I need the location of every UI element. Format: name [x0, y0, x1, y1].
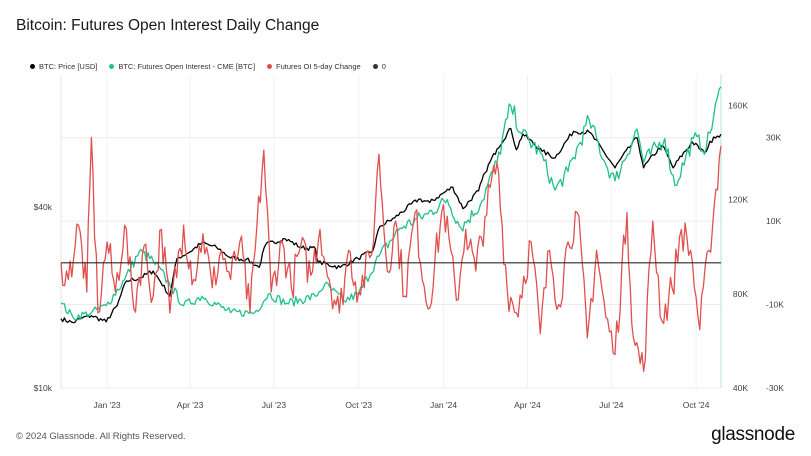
glassnode-logo: glassnode — [711, 424, 795, 445]
x-tick-label: Oct '24 — [683, 400, 710, 410]
series-line-mid — [60, 86, 722, 321]
chart-title: Bitcoin: Futures Open Interest Daily Cha… — [16, 17, 320, 34]
legend-item-open-interest[interactable]: BTC: Futures Open Interest - CME [BTC] — [109, 62, 255, 71]
x-tick-label: Jan '23 — [94, 400, 121, 410]
series-lines — [60, 86, 722, 372]
legend-item-oi-change[interactable]: Futures OI 5-day Change — [267, 62, 361, 71]
x-tick-label: Jan '24 — [430, 400, 457, 410]
y-mid-tick-label: 160K — [728, 101, 748, 111]
x-tick-label: Jul '24 — [599, 400, 624, 410]
legend-dot-icon — [372, 64, 378, 69]
legend-label: BTC: Futures Open Interest - CME [BTC] — [118, 62, 256, 71]
y-right-tick-label: -30K — [766, 383, 784, 393]
legend-label: Futures OI 5-day Change — [276, 62, 361, 71]
y-mid-tick-label: 120K — [728, 195, 748, 205]
legend-item-zero[interactable]: 0 — [372, 62, 386, 71]
y-right-tick-label: 30K — [766, 133, 781, 143]
chart-legend: BTC: Price [USD] BTC: Futures Open Inter… — [30, 62, 386, 71]
series-line-left — [60, 127, 722, 324]
x-tick-label: Apr '24 — [514, 400, 541, 410]
series-line-right — [60, 136, 722, 372]
legend-label: 0 — [381, 62, 386, 71]
y-right-tick-label: -10K — [766, 300, 784, 310]
x-tick-label: Oct '23 — [345, 400, 372, 410]
y-mid-tick-label: 40K — [733, 383, 748, 393]
footer-copyright: © 2024 Glassnode. All Rights Reserved. — [16, 431, 186, 442]
y-right-tick-label: 10K — [766, 216, 781, 226]
legend-dot-icon — [109, 64, 115, 69]
y-left-tick-label: $10k — [34, 383, 53, 393]
y-mid-tick-label: 80K — [733, 289, 748, 299]
y-left-tick-label: $40k — [34, 202, 53, 212]
legend-dot-icon — [267, 64, 273, 69]
x-tick-label: Jul '23 — [262, 400, 287, 410]
x-tick-label: Apr '23 — [177, 400, 204, 410]
legend-item-price[interactable]: BTC: Price [USD] — [30, 62, 97, 71]
legend-dot-icon — [30, 64, 35, 69]
axes: Jan '23 Apr '23 Jul '23 Oct '23 Jan '24 Apr '… — [34, 101, 785, 410]
legend-label: BTC: Price [USD] — [39, 62, 98, 71]
